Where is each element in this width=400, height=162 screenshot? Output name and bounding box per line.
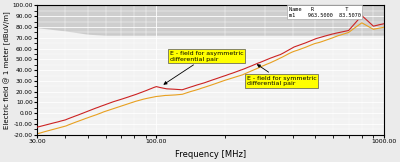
Text: Name   R          T
m1    963.5000  83.5070: Name R T m1 963.5000 83.5070	[288, 7, 360, 17]
Text: E - field for asymmetric
differential pair: E - field for asymmetric differential pa…	[164, 51, 244, 84]
X-axis label: Frequency [MHz]: Frequency [MHz]	[175, 150, 246, 159]
Text: E - field for symmetric
differential pair: E - field for symmetric differential pai…	[247, 65, 316, 86]
Y-axis label: Electric field @ 1 meter [dBuV/m]: Electric field @ 1 meter [dBuV/m]	[4, 11, 11, 129]
